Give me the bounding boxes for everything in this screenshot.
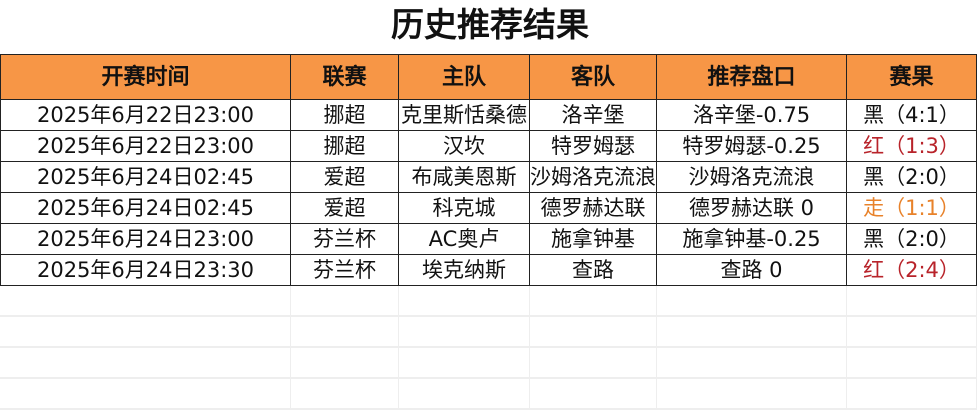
cell-pick[interactable]: 特罗姆瑟-0.25 xyxy=(657,131,847,162)
empty-cell[interactable] xyxy=(0,379,291,410)
cell-time[interactable]: 2025年6月22日23:00 xyxy=(0,131,291,162)
cell-home[interactable]: 克里斯恬桑德 xyxy=(399,100,530,131)
cell-result[interactable]: 黑（2:0） xyxy=(847,224,977,255)
cell-league[interactable]: 芬兰杯 xyxy=(291,255,399,286)
cell-away[interactable]: 德罗赫达联 xyxy=(530,193,657,224)
empty-row xyxy=(0,348,977,379)
cell-pick[interactable]: 洛辛堡-0.75 xyxy=(657,100,847,131)
header-league[interactable]: 联赛 xyxy=(291,54,399,100)
empty-cell[interactable] xyxy=(847,379,977,410)
cell-pick[interactable]: 德罗赫达联 0 xyxy=(657,193,847,224)
empty-cell[interactable] xyxy=(399,317,530,348)
empty-row xyxy=(0,379,977,410)
header-time[interactable]: 开赛时间 xyxy=(0,54,291,100)
table-row: 2025年6月24日02:45 爱超 科克城 德罗赫达联 德罗赫达联 0 走（1:1） xyxy=(0,193,977,224)
header-home[interactable]: 主队 xyxy=(399,54,530,100)
empty-cell[interactable] xyxy=(399,286,530,317)
cell-result[interactable]: 黑（2:0） xyxy=(847,162,977,193)
cell-league[interactable]: 爱超 xyxy=(291,162,399,193)
cell-away[interactable]: 沙姆洛克流浪 xyxy=(530,162,657,193)
cell-result[interactable]: 红（1:3） xyxy=(847,131,977,162)
cell-time[interactable]: 2025年6月24日02:45 xyxy=(0,162,291,193)
table-row: 2025年6月24日23:00 芬兰杯 AC奥卢 施拿钟基 施拿钟基-0.25 黑（2:0… xyxy=(0,224,977,255)
cell-away[interactable]: 特罗姆瑟 xyxy=(530,131,657,162)
empty-cell[interactable] xyxy=(291,348,399,379)
results-table: 开赛时间 联赛 主队 客队 推荐盘口 赛果 2025年6月22日23:00 挪超克… xyxy=(0,54,977,410)
empty-cell[interactable] xyxy=(291,317,399,348)
cell-home[interactable]: 科克城 xyxy=(399,193,530,224)
empty-row xyxy=(0,286,977,317)
empty-cell[interactable] xyxy=(530,286,657,317)
cell-pick[interactable]: 沙姆洛克流浪 xyxy=(657,162,847,193)
cell-away[interactable]: 查路 xyxy=(530,255,657,286)
cell-home[interactable]: 布咸美恩斯 xyxy=(399,162,530,193)
cell-home[interactable]: 埃克纳斯 xyxy=(399,255,530,286)
cell-time[interactable]: 2025年6月24日02:45 xyxy=(0,193,291,224)
empty-cell[interactable] xyxy=(0,348,291,379)
cell-league[interactable]: 爱超 xyxy=(291,193,399,224)
cell-away[interactable]: 施拿钟基 xyxy=(530,224,657,255)
empty-cell[interactable] xyxy=(657,286,847,317)
empty-cell[interactable] xyxy=(657,317,847,348)
cell-result[interactable]: 黑（4:1） xyxy=(847,100,977,131)
cell-time[interactable]: 2025年6月22日23:00 xyxy=(0,100,291,131)
cell-home[interactable]: 汉坎 xyxy=(399,131,530,162)
cell-pick[interactable]: 查路 0 xyxy=(657,255,847,286)
table-row: 2025年6月22日23:00 挪超 汉坎 特罗姆瑟 特罗姆瑟-0.25 红（1:3） xyxy=(0,131,977,162)
empty-cell[interactable] xyxy=(657,348,847,379)
cell-result[interactable]: 走（1:1） xyxy=(847,193,977,224)
empty-cell[interactable] xyxy=(291,286,399,317)
empty-cell[interactable] xyxy=(0,317,291,348)
header-away[interactable]: 客队 xyxy=(530,54,657,100)
cell-home[interactable]: AC奥卢 xyxy=(399,224,530,255)
empty-cell[interactable] xyxy=(847,286,977,317)
header-row: 开赛时间 联赛 主队 客队 推荐盘口 赛果 xyxy=(0,54,977,100)
empty-cell[interactable] xyxy=(530,379,657,410)
table-row: 2025年6月24日02:45 爱超 布咸美恩斯 沙姆洛克流浪 沙姆洛克流浪 黑（2:0） xyxy=(0,162,977,193)
sheet-title: 历史推荐结果 xyxy=(391,5,589,44)
cell-result[interactable]: 红（2:4） xyxy=(847,255,977,286)
empty-cell[interactable] xyxy=(399,348,530,379)
empty-cell[interactable] xyxy=(530,317,657,348)
empty-cell[interactable] xyxy=(530,348,657,379)
empty-cell[interactable] xyxy=(0,286,291,317)
empty-row xyxy=(0,317,977,348)
cell-league[interactable]: 挪超 xyxy=(291,100,399,131)
table-row: 2025年6月22日23:00 挪超 克里斯恬桑德 洛辛堡 洛辛堡-0.75 黑（4:1） xyxy=(0,100,977,131)
cell-league[interactable]: 挪超 xyxy=(291,131,399,162)
header-result[interactable]: 赛果 xyxy=(847,54,977,100)
cell-league[interactable]: 芬兰杯 xyxy=(291,224,399,255)
empty-cell[interactable] xyxy=(657,379,847,410)
cell-time[interactable]: 2025年6月24日23:00 xyxy=(0,224,291,255)
header-pick[interactable]: 推荐盘口 xyxy=(657,54,847,100)
empty-cell[interactable] xyxy=(847,348,977,379)
cell-time[interactable]: 2025年6月24日23:30 xyxy=(0,255,291,286)
table-row: 2025年6月24日23:30 芬兰杯 埃克纳斯 查路 查路 0 红（2:4） xyxy=(0,255,977,286)
cell-away[interactable]: 洛辛堡 xyxy=(530,100,657,131)
empty-cell[interactable] xyxy=(399,379,530,410)
empty-cell[interactable] xyxy=(847,317,977,348)
empty-cell[interactable] xyxy=(291,379,399,410)
cell-pick[interactable]: 施拿钟基-0.25 xyxy=(657,224,847,255)
